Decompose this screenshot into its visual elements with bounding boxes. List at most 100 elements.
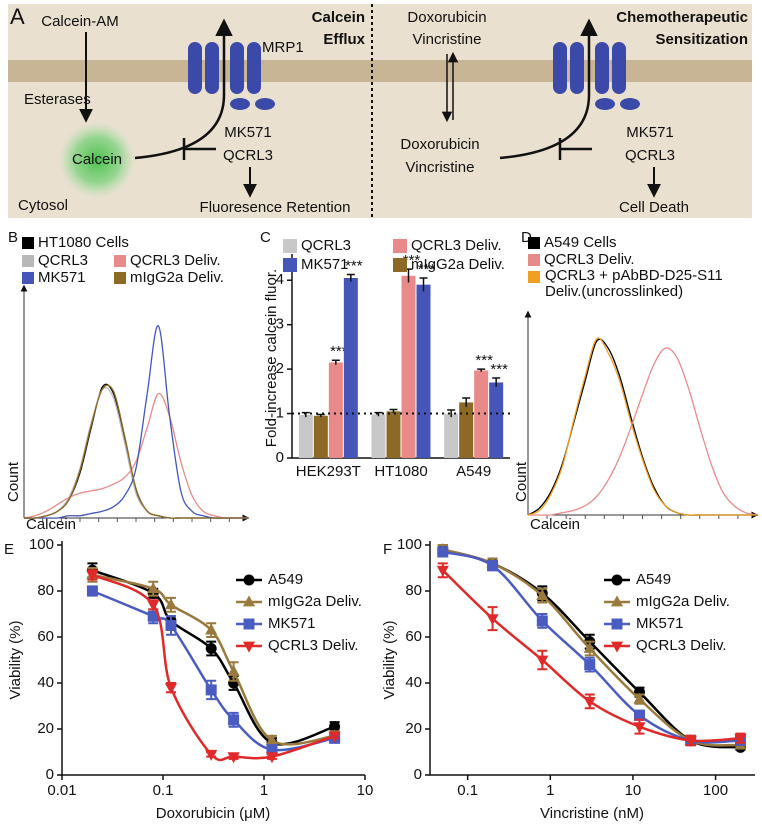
error-bar [346, 273, 355, 282]
series-line [23, 383, 248, 519]
legend-label: QCRL3 Deliv. [636, 637, 727, 654]
legend-label: HT1080 Cells [38, 234, 129, 251]
marker [242, 595, 256, 607]
y-axis-label: Count [513, 461, 530, 502]
legend-label: mIgG2a Deliv. [411, 256, 505, 273]
label: Fluoresence Retention [200, 199, 351, 216]
x-tick-label: 0.01 [47, 782, 76, 799]
marker [86, 585, 98, 597]
x-axis-label: Doxorubicin (μM) [156, 805, 271, 822]
legend-label: A549 [636, 571, 671, 588]
marker [633, 692, 646, 704]
series-line [527, 337, 757, 516]
label: Doxorubicin [407, 9, 486, 26]
x-tick-label: 1 [546, 782, 554, 799]
marker [205, 684, 217, 696]
marker [329, 721, 341, 733]
marker [227, 664, 240, 676]
mrp1 [553, 42, 640, 110]
legend-label: QCRL3 Deliv. [130, 252, 221, 269]
label: Cytosol [18, 197, 68, 214]
legend-label: MK571 [38, 269, 86, 286]
marker [610, 595, 624, 607]
error-bar [419, 277, 428, 292]
label: Cell Death [619, 199, 689, 216]
marker [165, 620, 177, 631]
significance: *** [475, 352, 493, 369]
y-tick-label: 2 [276, 360, 284, 377]
x-tick-label: 0.1 [153, 782, 174, 799]
marker [243, 618, 255, 630]
x-tick-label: 100 [703, 782, 728, 799]
marker [734, 733, 747, 745]
legend-swatch [114, 272, 126, 284]
title: Calcein [312, 9, 365, 26]
marker [486, 614, 499, 626]
marker [328, 731, 341, 743]
y-tick-label: 0 [414, 766, 422, 783]
error-bar [447, 409, 456, 418]
marker [164, 598, 178, 610]
legend-label: A549 Cells [544, 234, 617, 251]
cell-box [8, 4, 752, 218]
mrp1 [188, 42, 275, 110]
y-tick-label: 100 [397, 536, 422, 553]
x-tick-label: 0.1 [457, 782, 478, 799]
bar [343, 278, 358, 458]
legend-label: MK571 [268, 615, 316, 632]
panel-letter: F [383, 541, 392, 558]
marker [227, 752, 240, 764]
legend-label: mIgG2a Deliv. [268, 593, 362, 610]
legend-label: mIgG2a Deliv. [130, 269, 224, 286]
marker [611, 618, 623, 630]
y-tick-label: 40 [405, 674, 422, 691]
y-axis-label: Fold-increase calcein fluor. [263, 269, 280, 447]
legend-swatch [528, 237, 540, 249]
label: Calcein-AM [41, 13, 119, 30]
legend-label: MK571 [636, 615, 684, 632]
marker [536, 655, 549, 667]
panel-letter: A [10, 4, 25, 29]
label: QCRL3 [625, 147, 675, 164]
marker [147, 600, 160, 612]
y-axis-label: Viability (%) [381, 621, 398, 700]
x-tick-label: 10 [625, 782, 642, 799]
marker [436, 565, 449, 577]
marker [164, 683, 178, 695]
panel-letter: B [8, 229, 18, 246]
marker [147, 582, 160, 594]
label: MK571 [224, 124, 272, 141]
marker [633, 722, 646, 734]
bar [459, 402, 474, 458]
calcein-glow [59, 122, 135, 198]
panel-a: A Calcein-AM Esterases Calcein Cytosol M… [8, 4, 752, 218]
label: Doxorubicin [400, 136, 479, 153]
x-tick-label: 10 [357, 782, 374, 799]
marker [205, 623, 218, 635]
error-bar [374, 411, 383, 417]
marker [536, 615, 548, 627]
bar [401, 275, 416, 458]
bar [298, 414, 313, 458]
inhibit [558, 138, 592, 160]
series-line [528, 347, 758, 516]
y-axis-label: Viability (%) [7, 621, 24, 700]
marker [684, 736, 697, 748]
legend-label: QCRL3 Deliv. [544, 251, 635, 268]
label: Esterases [24, 91, 91, 108]
title: Chemotherapeutic [616, 9, 748, 26]
x-axis-label: Calcein [530, 516, 580, 533]
marker [265, 733, 279, 745]
marker [242, 641, 256, 653]
bar [474, 370, 489, 458]
legend-label: A549 [268, 571, 303, 588]
legend-swatch [22, 237, 34, 249]
significance: *** [330, 343, 348, 360]
bar [313, 415, 328, 458]
inhibit [182, 138, 216, 160]
marker [205, 749, 218, 761]
legend-entry: QCRL3 + pAbBD-D25-S11 Deliv.(uncrosslink… [545, 267, 723, 300]
marker [536, 589, 549, 600]
y-axis-label: Count [5, 461, 22, 502]
marker [266, 744, 278, 756]
